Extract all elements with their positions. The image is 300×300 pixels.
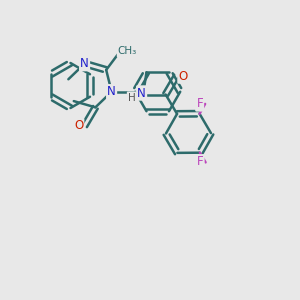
Text: F: F bbox=[197, 155, 203, 168]
Text: O: O bbox=[74, 119, 83, 132]
Text: N: N bbox=[80, 57, 89, 70]
Text: CH₃: CH₃ bbox=[118, 46, 137, 56]
Text: O: O bbox=[178, 70, 188, 83]
Text: N: N bbox=[137, 86, 146, 100]
Text: N: N bbox=[107, 85, 116, 98]
Text: H: H bbox=[128, 92, 136, 103]
Text: F: F bbox=[196, 98, 203, 110]
